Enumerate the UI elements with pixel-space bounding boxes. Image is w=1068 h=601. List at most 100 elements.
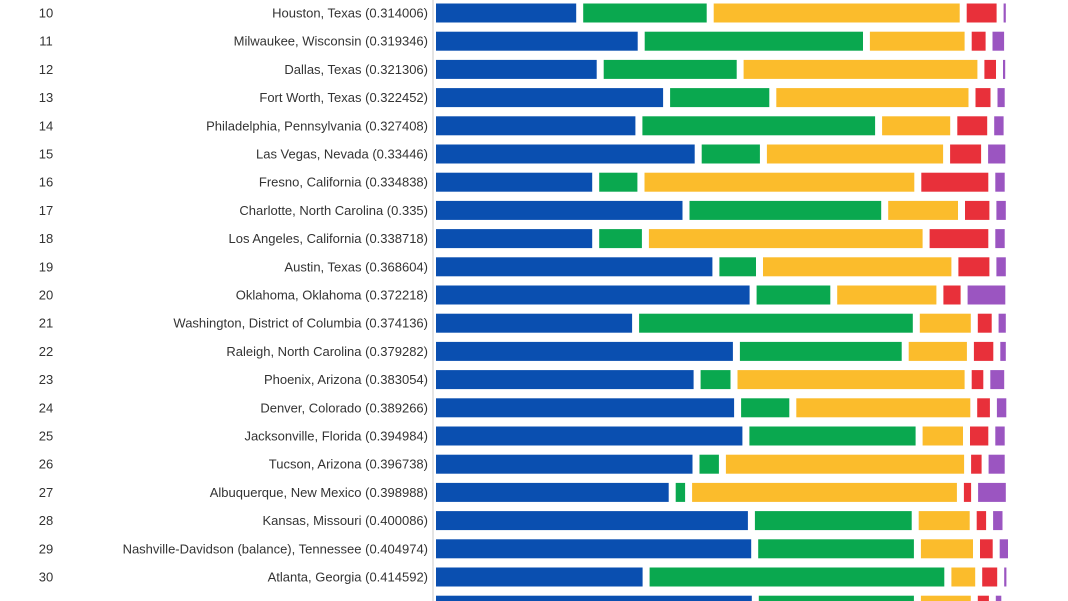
bar-segment	[920, 595, 971, 601]
chart-row: 27 Albuquerque, New Mexico (0.398988)	[39, 482, 1006, 502]
chart-row: 15 Las Vegas, Nevada (0.33446)	[39, 144, 1006, 164]
bar-segment	[754, 511, 912, 531]
city-label: Fresno, California (0.334838)	[259, 175, 428, 190]
bar-segment	[971, 370, 984, 390]
bar-segment	[958, 257, 990, 277]
bar-segment	[993, 511, 1003, 531]
bar-segment	[971, 31, 986, 51]
bar-segment	[1003, 59, 1006, 79]
bar-segment	[436, 511, 748, 531]
bar-segment	[743, 59, 978, 79]
bar-segment	[950, 144, 982, 164]
bar-segment	[436, 567, 643, 587]
bar-segment	[436, 200, 683, 220]
bar-segment	[951, 567, 976, 587]
bar-segment	[976, 511, 987, 531]
chart-row: 14 Philadelphia, Pennsylvania (0.327408)	[39, 116, 1004, 136]
bar-segment	[642, 116, 876, 136]
bar-segment	[436, 313, 633, 333]
bar-segment	[766, 144, 944, 164]
chart-row: 17 Charlotte, North Carolina (0.335)	[39, 200, 1006, 220]
chart-row: 23 Phoenix, Arizona (0.383054)	[39, 370, 1005, 390]
city-label: Kansas, Missouri (0.400086)	[263, 513, 428, 528]
bar-segment	[966, 3, 997, 23]
rank-label: 10	[39, 6, 53, 21]
rank-label: 18	[39, 231, 53, 246]
chart-row: 28 Kansas, Missouri (0.400086)	[39, 511, 1003, 531]
bar-segment	[971, 454, 982, 474]
bar-segment	[741, 398, 790, 418]
bar-segment	[436, 229, 593, 249]
city-label: Nashville-Davidson (balance), Tennessee …	[123, 541, 428, 556]
city-label: Milwaukee, Wisconsin (0.319346)	[234, 34, 428, 49]
cropped-row	[436, 595, 1002, 601]
bar-segment	[882, 116, 951, 136]
bar-segment	[776, 88, 969, 108]
bar-segment	[436, 398, 735, 418]
bar-segment	[763, 257, 952, 277]
bar-segment	[436, 426, 743, 446]
rank-label: 26	[39, 457, 53, 472]
city-label: Tucson, Arizona (0.396738)	[269, 457, 428, 472]
bar-segment	[758, 595, 914, 601]
rank-label: 11	[39, 34, 53, 49]
rank-label: 15	[39, 147, 53, 162]
bar-segment	[599, 229, 642, 249]
bar-segment	[436, 31, 638, 51]
bar-segment	[869, 31, 965, 51]
city-label: Austin, Texas (0.368604)	[284, 259, 428, 274]
chart-row: 22 Raleigh, North Carolina (0.379282)	[39, 341, 1006, 361]
city-label: Houston, Texas (0.314006)	[272, 6, 428, 21]
bar-segment	[436, 172, 593, 192]
bar-segment	[725, 454, 965, 474]
bar-segment	[995, 172, 1005, 192]
bar-segment	[973, 341, 994, 361]
chart-row: 30 Atlanta, Georgia (0.414592)	[39, 567, 1007, 587]
rank-label: 27	[39, 485, 53, 500]
bar-segment	[436, 341, 733, 361]
bar-segment	[922, 426, 963, 446]
bar-segment	[999, 539, 1008, 559]
bar-segment	[965, 200, 990, 220]
bar-segment	[997, 88, 1005, 108]
bar-segment	[701, 144, 760, 164]
bar-segment	[943, 285, 961, 305]
chart-row: 11 Milwaukee, Wisconsin (0.319346)	[39, 31, 1005, 51]
bar-segment	[436, 595, 752, 601]
bar-segment	[436, 454, 693, 474]
bar-segment	[978, 482, 1006, 502]
bar-segment	[1000, 341, 1006, 361]
bar-segment	[758, 539, 914, 559]
chart-row: 26 Tucson, Arizona (0.396738)	[39, 454, 1005, 474]
rank-label: 14	[39, 118, 53, 133]
bar-segment	[675, 482, 686, 502]
bar-segment	[436, 88, 664, 108]
chart-row: 13 Fort Worth, Texas (0.322452)	[39, 88, 1005, 108]
bar-segment	[919, 313, 971, 333]
chart-row: 25 Jacksonville, Florida (0.394984)	[39, 426, 1005, 446]
bar-segment	[995, 229, 1005, 249]
city-label: Phoenix, Arizona (0.383054)	[264, 372, 428, 387]
chart-row: 10 Houston, Texas (0.314006)	[39, 3, 1006, 23]
rank-label: 23	[39, 372, 53, 387]
bar-segment	[982, 567, 998, 587]
rank-label: 12	[39, 62, 53, 77]
rank-label: 13	[39, 90, 53, 105]
rank-label: 22	[39, 344, 53, 359]
bar-segment	[436, 539, 752, 559]
bar-segment	[1004, 567, 1007, 587]
bar-segment	[957, 116, 988, 136]
bar-segment	[713, 3, 960, 23]
chart-row: 24 Denver, Colorado (0.389266)	[39, 398, 1007, 418]
rank-label: 20	[39, 288, 53, 303]
bar-segment	[649, 567, 945, 587]
city-label: Charlotte, North Carolina (0.335)	[239, 203, 428, 218]
city-label: Washington, District of Columbia (0.3741…	[173, 316, 428, 331]
bar-segment	[436, 3, 577, 23]
bar-segment	[436, 370, 694, 390]
bar-segment	[644, 172, 915, 192]
chart-row: 21 Washington, District of Columbia (0.37…	[39, 313, 1006, 333]
bar-segment	[967, 285, 1006, 305]
rank-label: 16	[39, 175, 53, 190]
